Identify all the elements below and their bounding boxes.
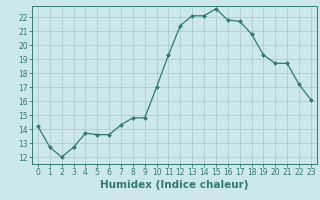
X-axis label: Humidex (Indice chaleur): Humidex (Indice chaleur): [100, 180, 249, 190]
